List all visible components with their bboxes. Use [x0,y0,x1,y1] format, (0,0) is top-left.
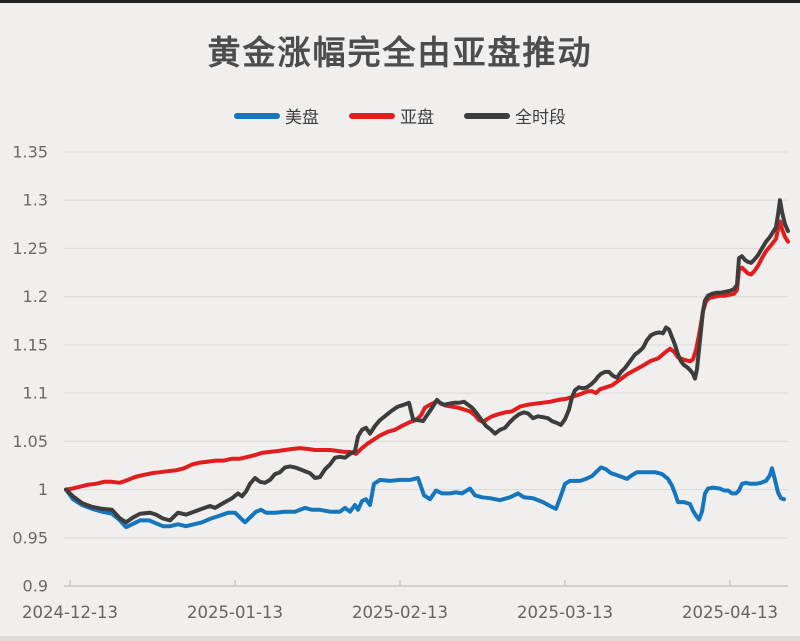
legend-item-full-session: 全时段 [464,103,566,128]
legend-label-asia-session: 亚盘 [400,108,434,128]
y-tick-label: 1.15 [12,335,48,354]
legend-swatch-us-session [234,112,280,119]
y-tick-label: 1.2 [23,287,48,306]
top-edge-strip [0,0,800,3]
legend-label-us-session: 美盘 [285,108,319,128]
x-tick-label: 2024-12-13 [22,603,118,622]
y-tick-label: 1.35 [12,143,48,162]
chart-title: 黄金涨幅完全由亚盘推动 [207,33,593,72]
y-tick-label: 1.3 [23,191,48,210]
y-tick-label: 1.25 [12,239,48,258]
y-tick-label: 1.05 [12,432,48,451]
asia-session-line [64,219,790,492]
y-tick-label: 0.9 [23,577,48,596]
legend-swatch-asia-session [349,112,395,119]
x-tick-label: 2025-03-13 [517,603,613,622]
x-tick-label: 2025-02-13 [352,603,448,622]
legend-item-us-session: 美盘 [234,103,319,128]
chart-legend: 美盘 亚盘 全时段 [0,103,800,128]
legend-swatch-full-session [464,112,510,119]
us-session-line [64,465,786,530]
y-tick-label: 0.95 [12,528,48,547]
y-tick-label: 1.1 [23,384,48,403]
x-tick-label: 2025-04-13 [682,603,778,622]
y-tick-label: 1 [38,480,48,499]
bottom-edge-strip [0,636,800,641]
legend-item-asia-session: 亚盘 [349,103,434,128]
legend-label-full-session: 全时段 [515,108,566,128]
full-session-line [64,198,790,525]
x-tick-label: 2025-01-13 [187,603,283,622]
